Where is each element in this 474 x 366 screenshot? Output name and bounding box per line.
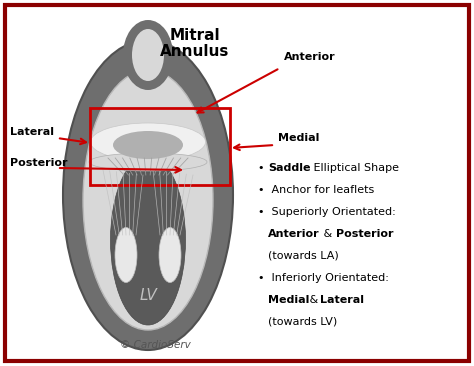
Ellipse shape bbox=[63, 40, 233, 350]
Text: Anterior: Anterior bbox=[284, 52, 336, 62]
Text: Posterior: Posterior bbox=[336, 229, 393, 239]
Text: Anterior: Anterior bbox=[268, 229, 319, 239]
Bar bbox=[90, 108, 230, 185]
Text: (towards LA): (towards LA) bbox=[268, 251, 339, 261]
Text: Mitral: Mitral bbox=[170, 28, 220, 43]
Text: Lateral: Lateral bbox=[10, 127, 54, 137]
Text: Annulus: Annulus bbox=[160, 44, 230, 59]
Ellipse shape bbox=[123, 20, 173, 90]
Text: Elliptical Shape: Elliptical Shape bbox=[310, 163, 399, 173]
Text: &: & bbox=[306, 295, 322, 305]
Ellipse shape bbox=[110, 155, 185, 325]
Ellipse shape bbox=[115, 228, 137, 283]
Text: Medial: Medial bbox=[268, 295, 310, 305]
Text: Saddle: Saddle bbox=[268, 163, 310, 173]
Text: •  Superiorly Orientated:: • Superiorly Orientated: bbox=[258, 207, 396, 217]
Text: © CardioServ: © CardioServ bbox=[119, 340, 191, 350]
Ellipse shape bbox=[91, 123, 206, 161]
Text: •  Anchor for leaflets: • Anchor for leaflets bbox=[258, 185, 374, 195]
Text: (towards LV): (towards LV) bbox=[268, 317, 337, 327]
Text: LV: LV bbox=[139, 288, 157, 303]
Text: &: & bbox=[320, 229, 336, 239]
Text: Lateral: Lateral bbox=[320, 295, 364, 305]
Ellipse shape bbox=[159, 228, 181, 283]
Ellipse shape bbox=[89, 153, 207, 171]
Text: Posterior: Posterior bbox=[10, 158, 67, 168]
Text: •  Inferiorly Orientated:: • Inferiorly Orientated: bbox=[258, 273, 389, 283]
Text: •: • bbox=[258, 163, 268, 173]
Ellipse shape bbox=[132, 29, 164, 81]
Ellipse shape bbox=[83, 70, 213, 330]
Ellipse shape bbox=[113, 131, 183, 159]
Text: Medial: Medial bbox=[278, 133, 319, 143]
